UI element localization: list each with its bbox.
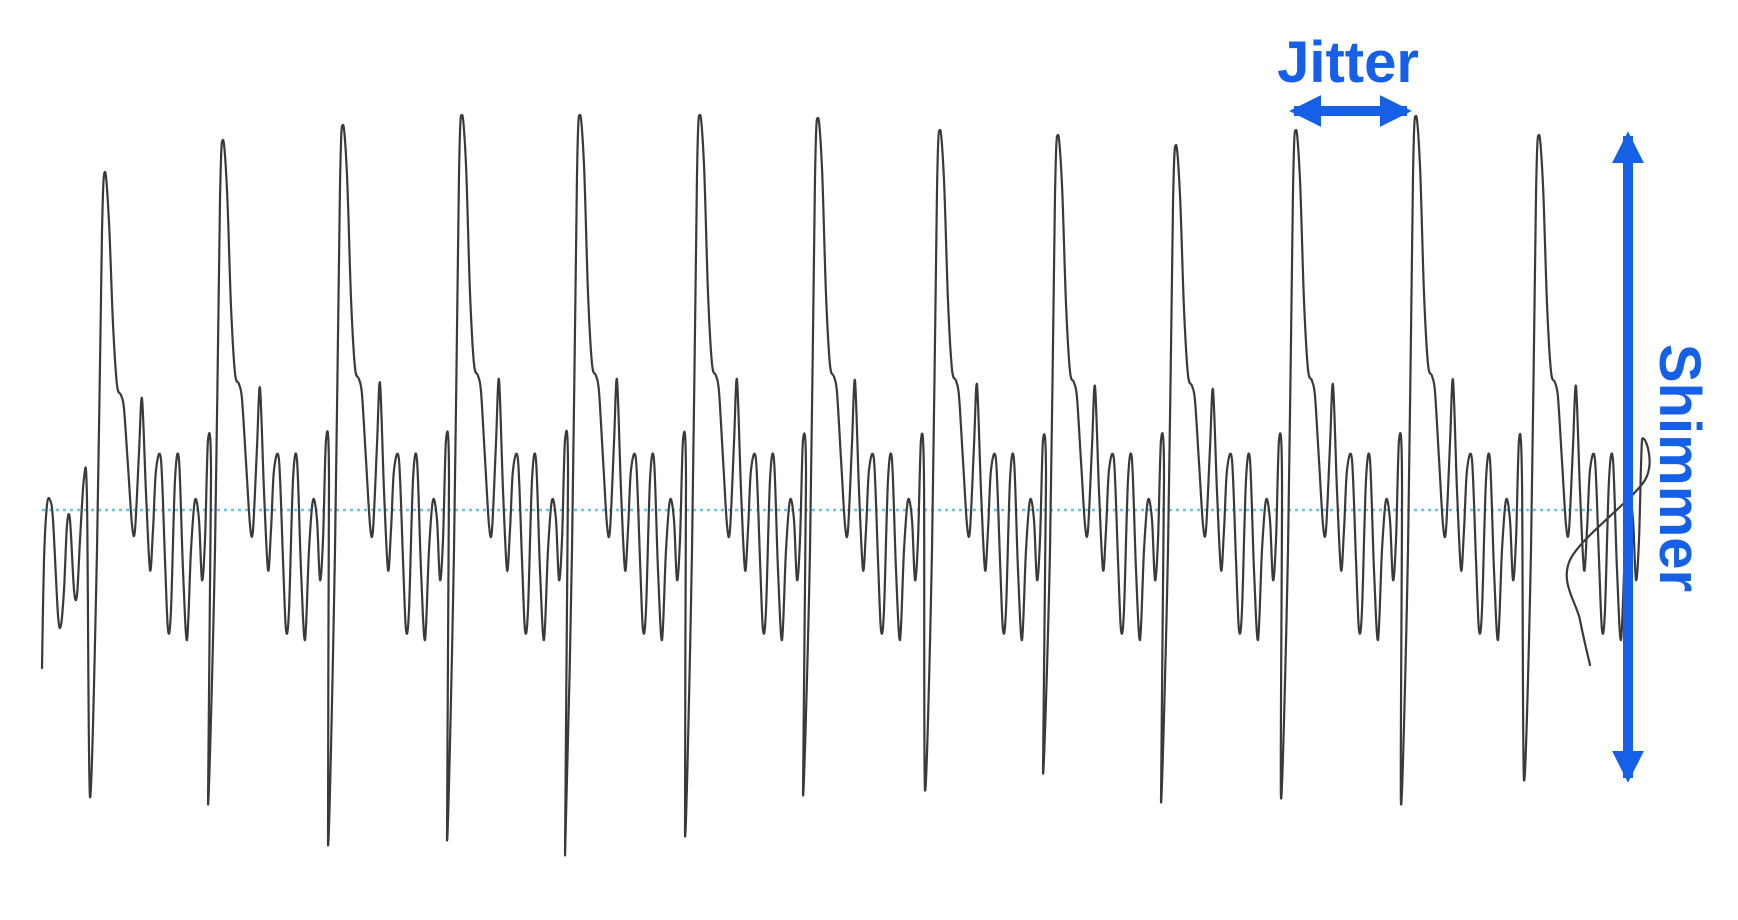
shimmer-annotation: Shimmer xyxy=(1611,131,1712,783)
jitter-annotation: Jitter xyxy=(1277,30,1419,128)
jitter-label: Jitter xyxy=(1277,30,1419,95)
shimmer-label: Shimmer xyxy=(1647,344,1712,592)
voice-waveform xyxy=(40,113,1651,857)
